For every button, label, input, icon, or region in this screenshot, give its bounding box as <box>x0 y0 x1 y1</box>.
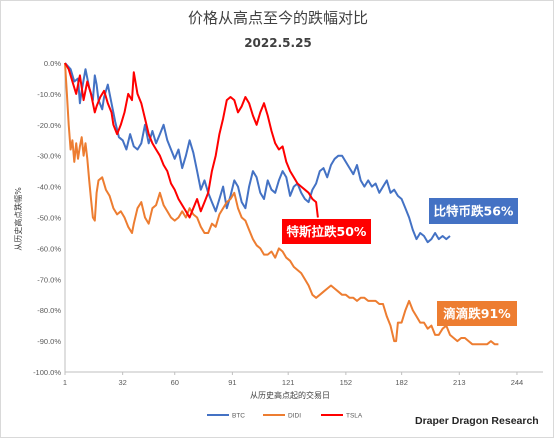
chart-title: 价格从高点至今的跌幅对比 <box>188 9 368 27</box>
credit-text: Draper Dragon Research <box>415 415 539 427</box>
y-tick-label: -20.0% <box>37 121 61 130</box>
series-line-btc <box>64 62 451 244</box>
x-tick-label: 60 <box>171 378 179 387</box>
y-tick-label: -40.0% <box>37 183 61 192</box>
y-axis-ticks: 0.0% -10.0% -20.0% -30.0% -40.0% -50.0% -60.0%… <box>33 59 61 377</box>
y-tick-label: -10.0% <box>37 90 61 99</box>
x-tick-label: 244 <box>511 378 524 387</box>
callout-label-tsla: 特斯拉跌50% <box>287 224 367 239</box>
callout-label-btc: 比特币跌56% <box>434 204 514 219</box>
chart-subtitle: 2022.5.25 <box>244 36 312 50</box>
y-tick-label: -80.0% <box>37 306 61 315</box>
x-tick-label: 1 <box>63 378 67 387</box>
y-tick-label: -30.0% <box>37 152 61 161</box>
x-tick-label: 32 <box>118 378 126 387</box>
y-tick-label: -70.0% <box>37 275 61 284</box>
x-axis-label: 从历史高点起的交易日 <box>250 390 330 400</box>
legend-label-btc: BTC <box>232 413 245 420</box>
callout-box-didi <box>437 301 517 326</box>
x-tick-label: 91 <box>228 378 236 387</box>
y-axis-label: 从历史高点跌幅% <box>13 187 23 251</box>
legend-label-tsla: TSLA <box>346 413 363 420</box>
y-tick-label: 0.0% <box>44 59 61 68</box>
x-tick-label: 213 <box>453 378 466 387</box>
legend-label-didi: DIDI <box>288 413 301 420</box>
series-lines <box>64 62 499 346</box>
series-line-tsla <box>64 62 319 219</box>
series-line-didi <box>64 62 499 346</box>
y-tick-label: -50.0% <box>37 214 61 223</box>
x-tick-label: 121 <box>282 378 295 387</box>
callout-label-didi: 滴滴跌91% <box>443 306 511 321</box>
x-tick-label: 152 <box>340 378 353 387</box>
callouts: 比特币跌56% 特斯拉跌50% 滴滴跌91% <box>282 198 518 326</box>
axes <box>64 63 543 373</box>
callout-box-tsla <box>282 219 371 244</box>
y-tick-label: -100.0% <box>33 368 61 377</box>
x-axis-ticks: 1 32 60 91 121 152 182 213 244 <box>63 372 523 387</box>
y-tick-label: -60.0% <box>37 244 61 253</box>
y-tick-label: -90.0% <box>37 337 61 346</box>
callout-box-btc <box>429 198 518 224</box>
legend: BTC DIDI TSLA <box>207 413 363 420</box>
x-tick-label: 182 <box>395 378 408 387</box>
